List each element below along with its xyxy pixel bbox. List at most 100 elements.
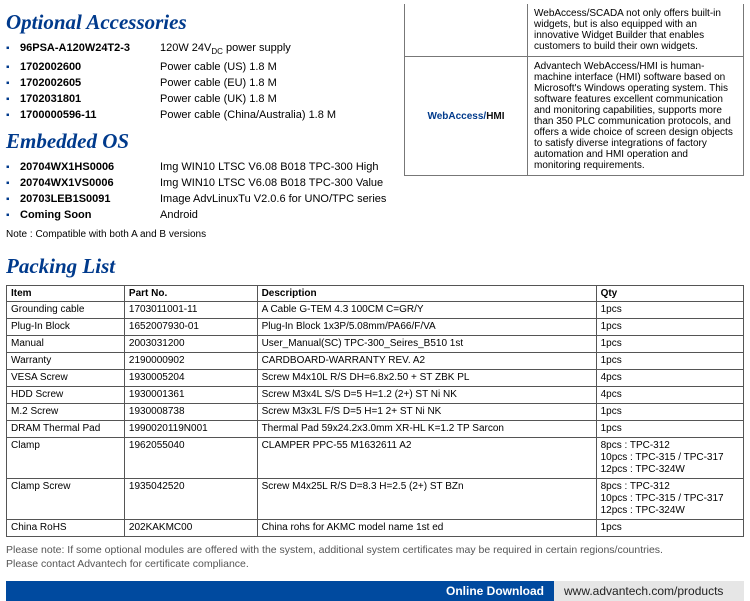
table-cell: VESA Screw (7, 370, 125, 387)
item-code: 1702002600 (20, 60, 160, 75)
item-code: Coming Soon (20, 208, 160, 223)
table-header: Qty (596, 286, 743, 302)
item-code: 20704WX1HS0006 (20, 160, 160, 175)
embedded-os-heading: Embedded OS (6, 129, 404, 154)
table-row: DRAM Thermal Pad1990020119N001Thermal Pa… (7, 421, 744, 438)
list-item: 96PSA-A120W24T2-3120W 24VDC power supply (6, 41, 404, 59)
info-table: WebAccess/SCADA not only offers built-in… (404, 4, 744, 176)
table-row: Warranty2190000902CARDBOARD-WARRANTY REV… (7, 353, 744, 370)
table-row: VESA Screw1930005204Screw M4x10L R/S DH=… (7, 370, 744, 387)
table-cell: 202KAKMC00 (124, 520, 257, 537)
packing-list-heading: Packing List (6, 254, 744, 279)
table-cell: Manual (7, 336, 125, 353)
packing-list-table: ItemPart No.DescriptionQty Grounding cab… (6, 285, 744, 537)
table-cell: User_Manual(SC) TPC-300_Seires_B510 1st (257, 336, 596, 353)
list-item: 20704WX1HS0006Img WIN10 LTSC V6.08 B018 … (6, 160, 404, 175)
table-row: Clamp Screw1935042520Screw M4x25L R/S D=… (7, 479, 744, 520)
download-bar: Online Download www.advantech.com/produc… (6, 581, 744, 601)
table-cell: Screw M4x10L R/S DH=6.8x2.50 + ST ZBK PL (257, 370, 596, 387)
table-row: Manual2003031200User_Manual(SC) TPC-300_… (7, 336, 744, 353)
table-cell: DRAM Thermal Pad (7, 421, 125, 438)
table-row: Plug-In Block1652007930-01Plug-In Block … (7, 319, 744, 336)
packing-footnote: Please note: If some optional modules ar… (6, 543, 744, 571)
table-header: Description (257, 286, 596, 302)
table-cell: 4pcs (596, 387, 743, 404)
table-cell: China rohs for AKMC model name 1st ed (257, 520, 596, 537)
table-cell: Screw M4x25L R/S D=8.3 H=2.5 (2+) ST BZn (257, 479, 596, 520)
item-code: 96PSA-A120W24T2-3 (20, 41, 160, 59)
list-item: 1700000596-11Power cable (China/Australi… (6, 108, 404, 123)
item-code: 1700000596-11 (20, 108, 160, 123)
table-cell: 8pcs : TPC-312 10pcs : TPC-315 / TPC-317… (596, 438, 743, 479)
table-row: Grounding cable1703011001-11A Cable G-TE… (7, 302, 744, 319)
table-cell: 1pcs (596, 421, 743, 438)
table-cell: Screw M3x3L F/S D=5 H=1 2+ ST Ni NK (257, 404, 596, 421)
table-cell: 8pcs : TPC-312 10pcs : TPC-315 / TPC-317… (596, 479, 743, 520)
item-code: 1702031801 (20, 92, 160, 107)
table-cell: M.2 Screw (7, 404, 125, 421)
table-cell: Grounding cable (7, 302, 125, 319)
table-row: China RoHS202KAKMC00China rohs for AKMC … (7, 520, 744, 537)
embedded-os-note: Note : Compatible with both A and B vers… (6, 229, 404, 240)
item-desc: Img WIN10 LTSC V6.08 B018 TPC-300 High (160, 160, 378, 175)
table-cell: CARDBOARD-WARRANTY REV. A2 (257, 353, 596, 370)
table-row: M.2 Screw1930008738Screw M3x3L F/S D=5 H… (7, 404, 744, 421)
table-cell: 1962055040 (124, 438, 257, 479)
table-cell: A Cable G-TEM 4.3 100CM C=GR/Y (257, 302, 596, 319)
table-cell: 1930001361 (124, 387, 257, 404)
table-cell: 1990020119N001 (124, 421, 257, 438)
list-item: 1702031801Power cable (UK) 1.8 M (6, 92, 404, 107)
item-desc: Power cable (China/Australia) 1.8 M (160, 108, 336, 123)
table-cell: Screw M3x4L S/S D=5 H=1.2 (2+) ST Ni NK (257, 387, 596, 404)
table-cell: 4pcs (596, 370, 743, 387)
table-row: Clamp1962055040CLAMPER PPC-55 M1632611 A… (7, 438, 744, 479)
table-header: Part No. (124, 286, 257, 302)
list-item: 20704WX1VS0006Img WIN10 LTSC V6.08 B018 … (6, 176, 404, 191)
embedded-os-list: 20704WX1HS0006Img WIN10 LTSC V6.08 B018 … (6, 160, 404, 223)
hmi-text: Advantech WebAccess/HMI is human-machine… (528, 57, 744, 176)
table-cell: 1930005204 (124, 370, 257, 387)
table-cell: 1935042520 (124, 479, 257, 520)
list-item: 1702002600Power cable (US) 1.8 M (6, 60, 404, 75)
table-cell: HDD Screw (7, 387, 125, 404)
item-desc: Img WIN10 LTSC V6.08 B018 TPC-300 Value (160, 176, 383, 191)
item-desc: 120W 24VDC power supply (160, 41, 291, 59)
table-row: HDD Screw1930001361Screw M3x4L S/S D=5 H… (7, 387, 744, 404)
table-cell: 1pcs (596, 353, 743, 370)
table-cell: 1703011001-11 (124, 302, 257, 319)
table-cell: 1pcs (596, 336, 743, 353)
scada-text: WebAccess/SCADA not only offers built-in… (528, 4, 744, 57)
optional-accessories-list: 96PSA-A120W24T2-3120W 24VDC power supply… (6, 41, 404, 123)
item-code: 20703LEB1S0091 (20, 192, 160, 207)
webaccess-hmi-label: WebAccess/HMI (405, 57, 528, 176)
item-desc: Power cable (UK) 1.8 M (160, 92, 277, 107)
item-code: 20704WX1VS0006 (20, 176, 160, 191)
list-item: Coming SoonAndroid (6, 208, 404, 223)
table-cell: Thermal Pad 59x24.2x3.0mm XR-HL K=1.2 TP… (257, 421, 596, 438)
table-cell: Warranty (7, 353, 125, 370)
table-cell: 1pcs (596, 319, 743, 336)
table-cell: 2003031200 (124, 336, 257, 353)
table-cell: 1652007930-01 (124, 319, 257, 336)
table-cell: 1pcs (596, 520, 743, 537)
list-item: 1702002605Power cable (EU) 1.8 M (6, 76, 404, 91)
table-cell: 1pcs (596, 404, 743, 421)
item-desc: Android (160, 208, 198, 223)
table-cell: Clamp Screw (7, 479, 125, 520)
table-cell: CLAMPER PPC-55 M1632611 A2 (257, 438, 596, 479)
download-label: Online Download (436, 581, 554, 601)
table-cell: Plug-In Block (7, 319, 125, 336)
item-desc: Image AdvLinuxTu V2.0.6 for UNO/TPC seri… (160, 192, 386, 207)
table-cell: Plug-In Block 1x3P/5.08mm/PA66/F/VA (257, 319, 596, 336)
item-code: 1702002605 (20, 76, 160, 91)
optional-accessories-heading: Optional Accessories (6, 10, 404, 35)
table-header-row: ItemPart No.DescriptionQty (7, 286, 744, 302)
item-desc: Power cable (EU) 1.8 M (160, 76, 277, 91)
table-header: Item (7, 286, 125, 302)
list-item: 20703LEB1S0091Image AdvLinuxTu V2.0.6 fo… (6, 192, 404, 207)
table-cell: 1930008738 (124, 404, 257, 421)
table-cell: 2190000902 (124, 353, 257, 370)
table-cell: Clamp (7, 438, 125, 479)
table-cell: 1pcs (596, 302, 743, 319)
download-url[interactable]: www.advantech.com/products (554, 581, 744, 601)
